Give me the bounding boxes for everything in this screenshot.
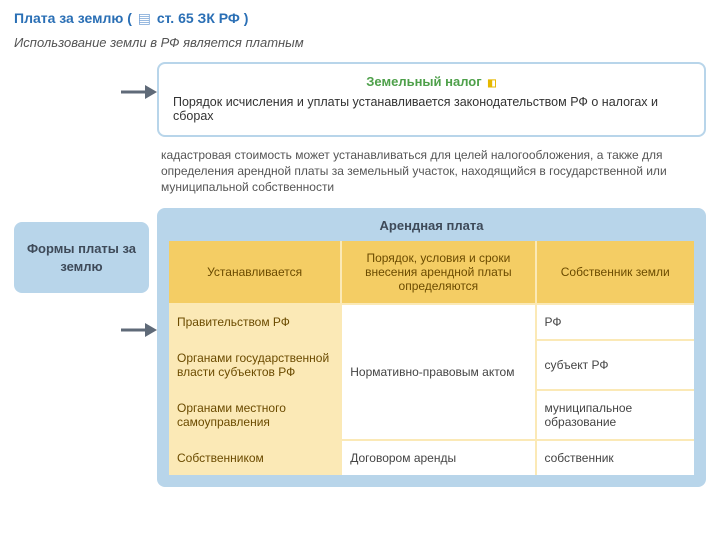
forms-label-box: Формы платы за землю (14, 222, 149, 293)
col-header: Собственник земли (537, 241, 695, 305)
land-tax-title: Земельный налог ◧ (173, 74, 690, 89)
table-cell: субъект РФ (537, 341, 695, 391)
land-tax-box: Земельный налог ◧ Порядок исчисления и у… (157, 62, 706, 137)
table-cell: Органами местного самоуправления (169, 391, 342, 441)
tag-icon: ◧ (487, 78, 496, 89)
title-main: Плата за землю (14, 10, 123, 26)
col-header: Порядок, условия и сроки внесения арендн… (342, 241, 536, 305)
right-column: Земельный налог ◧ Порядок исчисления и у… (157, 62, 706, 487)
rent-table: Устанавливается Порядок, условия и сроки… (169, 241, 694, 475)
table-cell: Органами государственной власти субъекто… (169, 341, 342, 391)
table-cell: Правительством РФ (169, 305, 342, 341)
table-cell: РФ (537, 305, 695, 341)
page-title-row: Плата за землю ( ▤ ст. 65 ЗК РФ ) (14, 10, 706, 27)
left-column: Формы платы за землю (14, 62, 149, 487)
table-cell: собственник (537, 441, 695, 475)
land-tax-title-text: Земельный налог (366, 74, 481, 89)
table-cell: Собственником (169, 441, 342, 475)
cadastre-note: кадастровая стоимость может устанавливат… (157, 147, 706, 208)
subtitle: Использование земли в РФ является платны… (14, 35, 706, 50)
col-header: Устанавливается (169, 241, 342, 305)
rent-title: Арендная плата (169, 218, 694, 233)
table-cell: Договором аренды (342, 441, 536, 475)
table-cell: муниципальное образование (537, 391, 695, 441)
document-icon: ▤ (138, 10, 151, 26)
rent-panel: Арендная плата Устанавливается Порядок, … (157, 208, 706, 487)
rent-tbody: Правительством РФ Нормативно-правовым ак… (169, 305, 694, 475)
arrow-icon (121, 322, 157, 338)
paren-close: ) (244, 10, 249, 26)
title-law-link[interactable]: ст. 65 ЗК РФ (157, 10, 240, 26)
arrow-icon (121, 84, 157, 100)
paren-open: ( (127, 10, 136, 26)
table-cell: Нормативно-правовым актом (342, 305, 536, 441)
land-tax-description: Порядок исчисления и уплаты устанавливае… (173, 95, 690, 123)
table-row: Собственником Договором аренды собственн… (169, 441, 694, 475)
content-layout: Формы платы за землю Земельный налог ◧ П… (14, 62, 706, 487)
table-header-row: Устанавливается Порядок, условия и сроки… (169, 241, 694, 305)
table-row: Правительством РФ Нормативно-правовым ак… (169, 305, 694, 341)
